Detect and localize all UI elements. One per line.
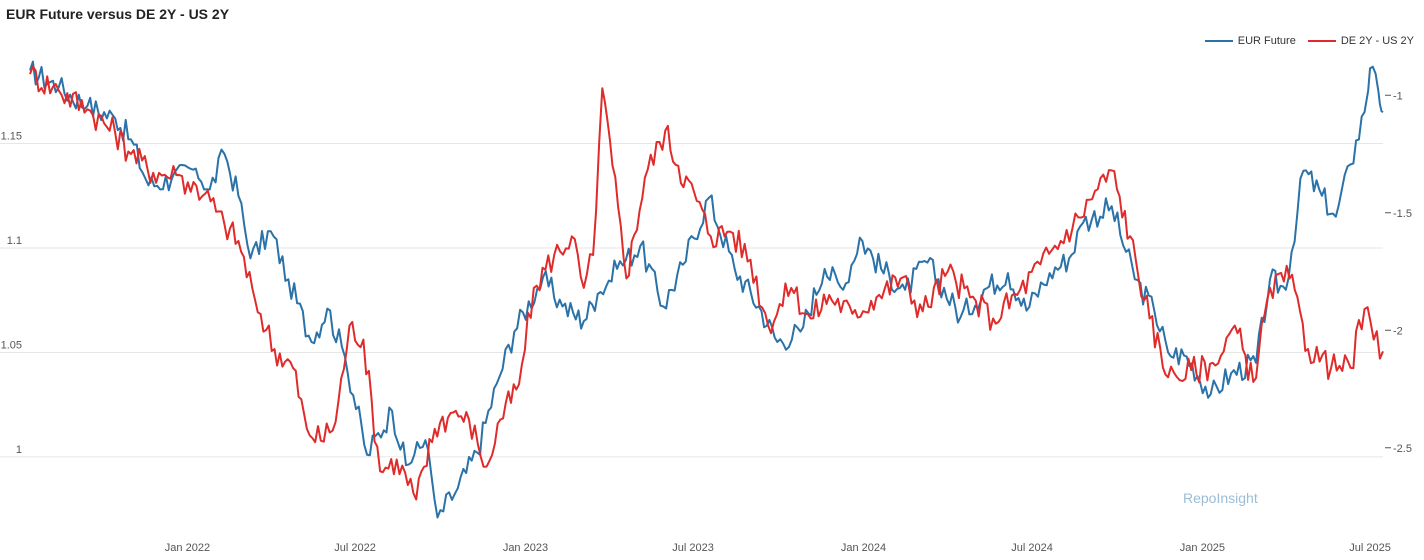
series-layer xyxy=(29,60,1384,519)
y-right-tick-label-3: -1 xyxy=(1393,90,1403,102)
series-line-de-us-spread xyxy=(29,65,1384,501)
y-left-tick-label-1: 1.05 xyxy=(1,339,22,351)
legend-swatch-de-us-spread xyxy=(1307,40,1336,42)
x-tick-label-1: Jul 2022 xyxy=(334,542,376,554)
legend-item-eur-future[interactable]: EUR Future xyxy=(1204,35,1296,47)
x-tick-label-2: Jan 2023 xyxy=(503,542,548,554)
y-left-tick-label-2: 1.1 xyxy=(7,235,22,247)
legend-item-de-us-spread[interactable]: DE 2Y - US 2Y xyxy=(1307,35,1414,47)
watermark: RepoInsight xyxy=(1183,490,1258,506)
series-line-eur-future xyxy=(29,60,1384,519)
y-right-tick-label-2: -1.5 xyxy=(1393,208,1412,220)
y-left-tick-label-3: 1.15 xyxy=(1,131,22,143)
y-right-tick-label-0: -2.5 xyxy=(1393,443,1412,455)
y-right-tick-label-1: -2 xyxy=(1393,325,1403,337)
y-left-tick-label-0: 1 xyxy=(16,444,22,456)
grid-layer xyxy=(0,143,1383,458)
x-tick-label-7: Jul 2025 xyxy=(1349,542,1391,554)
axis-layer: 1 1.05 1.1 1.15 -2.5 -2 -1.5 -1 Jan 2022 Jul 2022… xyxy=(1,90,1412,554)
chart-legend: EUR Future DE 2Y - US 2Y xyxy=(1204,35,1414,47)
chart-title: EUR Future versus DE 2Y - US 2Y xyxy=(6,6,230,22)
legend-label-eur-future: EUR Future xyxy=(1237,35,1296,47)
legend-swatch-eur-future xyxy=(1204,40,1233,42)
legend-label-de-us-spread: DE 2Y - US 2Y xyxy=(1340,35,1414,47)
x-tick-label-0: Jan 2022 xyxy=(165,542,210,554)
x-tick-label-3: Jul 2023 xyxy=(672,542,714,554)
x-tick-label-6: Jan 2025 xyxy=(1180,542,1225,554)
x-tick-label-4: Jan 2024 xyxy=(841,542,886,554)
x-tick-label-5: Jul 2024 xyxy=(1011,542,1053,554)
